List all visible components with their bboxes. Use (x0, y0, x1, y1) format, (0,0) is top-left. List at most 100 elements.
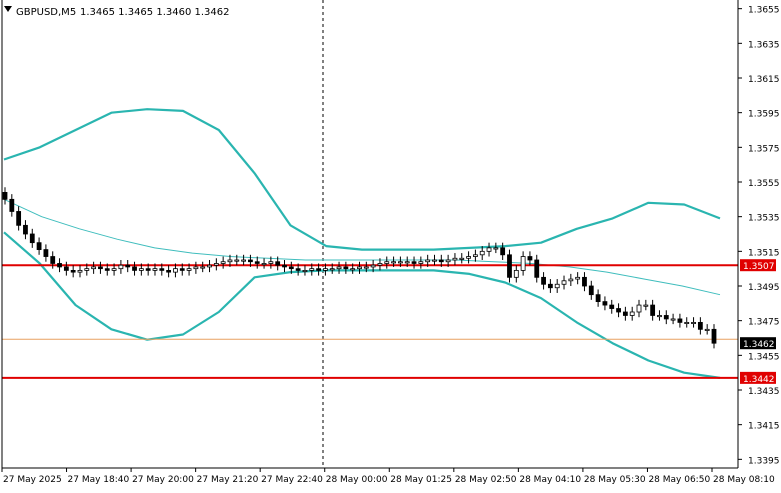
chart-header: GBPUSD,M5 1.3465 1.3465 1.3460 1.3462 (4, 6, 230, 18)
price-tick-label: 1.3535 (748, 214, 780, 224)
candle-body (670, 318, 676, 321)
candle-body (452, 257, 458, 261)
candle-body (207, 264, 212, 268)
time-tick-label: 28 May 02:50 (455, 475, 517, 485)
candle-body (145, 268, 151, 271)
candle-body (186, 268, 192, 271)
candle-body (568, 278, 574, 282)
candle-body (220, 261, 226, 264)
candle-body (329, 268, 335, 271)
current-price-label: 1.3462 (743, 340, 775, 350)
candle-body (138, 268, 144, 271)
candle-body (391, 261, 396, 264)
candle-body (466, 256, 471, 259)
time-tick-label: 28 May 08:10 (713, 475, 775, 485)
candle-body (2, 191, 8, 200)
price-tick-label: 1.3595 (748, 110, 780, 120)
candle-body (513, 269, 519, 278)
candle-body (9, 198, 15, 212)
candle-body (241, 259, 247, 262)
candle-body (234, 259, 240, 262)
candle-body (547, 283, 553, 289)
price-tick-label: 1.3495 (748, 283, 780, 293)
candle-body (50, 256, 56, 264)
candle-body (479, 250, 485, 256)
candle-body (697, 321, 703, 330)
candle-body (288, 266, 294, 270)
chevron-down-icon[interactable] (4, 6, 12, 12)
candle-body (350, 268, 356, 271)
candle-body (636, 304, 642, 313)
level-price-label: 1.3442 (743, 375, 775, 385)
candle-body (486, 247, 492, 252)
candle-body (691, 321, 696, 324)
candle-body (363, 266, 369, 269)
candle-body (323, 268, 328, 271)
candle-body (166, 269, 172, 273)
price-tick-label: 1.3615 (748, 75, 780, 85)
candle-body (493, 247, 499, 250)
candle-body (57, 263, 62, 268)
candle-body (193, 266, 199, 270)
candle-body (622, 311, 628, 316)
candle-body (541, 276, 546, 285)
candle-body (275, 261, 281, 266)
candle-body (425, 259, 431, 263)
candle-body (588, 285, 594, 296)
candle-body (602, 301, 608, 306)
candle-body (357, 266, 362, 270)
candle-body (459, 257, 465, 260)
candle-body (29, 233, 35, 244)
price-tick-label: 1.3635 (748, 40, 780, 50)
level-price-tag (740, 259, 776, 272)
candle-body (663, 315, 669, 320)
level-price-tag (740, 371, 776, 384)
candle-body (213, 263, 219, 266)
candle-body (643, 304, 649, 307)
candle-body (554, 283, 560, 289)
horizontal-levels[interactable] (2, 264, 738, 379)
candle-body (609, 304, 615, 309)
candle-body (248, 259, 253, 263)
candle-body (534, 259, 540, 278)
candle-body (179, 268, 185, 271)
candle-body (616, 308, 621, 313)
symbol-label: GBPUSD,M5 (16, 7, 76, 18)
candle-body (111, 268, 117, 271)
price-tick-label: 1.3555 (748, 179, 780, 189)
candle-body (316, 268, 321, 271)
candle-body (500, 247, 506, 256)
candle-body (159, 268, 165, 271)
candle-body (582, 276, 587, 287)
price-tick-label: 1.3395 (748, 456, 780, 466)
candles (2, 187, 717, 349)
candle-body (472, 254, 478, 257)
candle-body (336, 266, 342, 270)
indicator-lines (3, 108, 721, 379)
candle-body (104, 268, 110, 271)
candle-body (173, 268, 178, 273)
candle-body (370, 264, 376, 268)
candle-body (438, 259, 444, 263)
candle-body (23, 224, 28, 235)
time-tick-label: 27 May 21:20 (197, 475, 259, 485)
candle-body (63, 266, 69, 271)
candle-body (343, 266, 349, 270)
time-tick-label: 27 May 22:40 (261, 475, 323, 485)
candle-body (398, 261, 403, 264)
candle-body (132, 266, 137, 271)
price-tick-label: 1.3415 (748, 422, 780, 432)
candle-body (507, 254, 512, 278)
candle-body (302, 269, 308, 272)
candle-body (418, 261, 424, 264)
candle-body (125, 264, 131, 268)
candle-body (520, 256, 526, 271)
candle-body (43, 249, 49, 257)
candle-body (684, 321, 690, 324)
candle-body (16, 211, 22, 226)
time-tick-label: 28 May 00:00 (326, 475, 388, 485)
price-tick-label: 1.3455 (748, 352, 780, 362)
